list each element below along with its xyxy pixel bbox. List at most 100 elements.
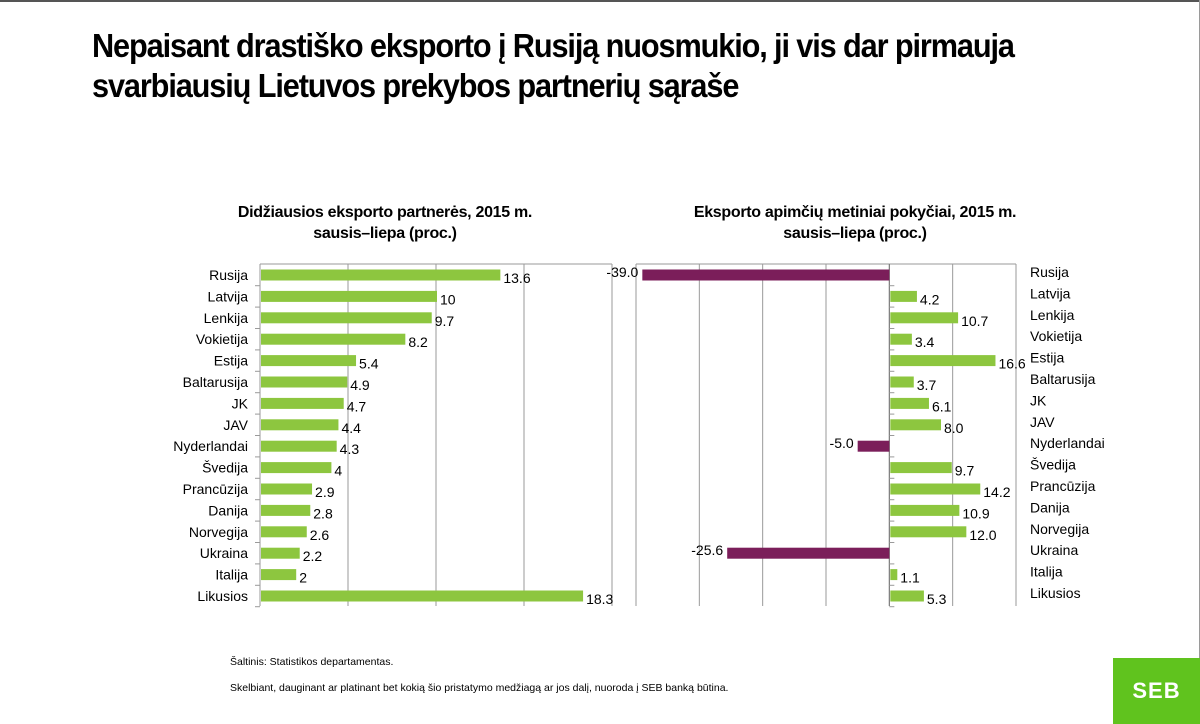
left-category-label: Vokietija [196,331,248,347]
right-category-label: Danija [1030,499,1070,515]
right-chart-title-line1: Eksporto apimčių metiniai pokyčiai, 2015… [693,204,1017,221]
right-bar-9 [857,440,890,452]
left-bar-12 [261,504,311,516]
right-bar-8 [890,419,941,431]
left-value-label: 2.6 [310,527,330,543]
right-category-label: Italija [1030,564,1063,580]
left-bar-10 [261,462,332,474]
right-value-label: 5.3 [927,591,947,607]
left-value-label: 2.9 [315,484,335,500]
left-chart-title-line1: Didžiausios eksporto partnerės, 2015 m. [237,204,533,221]
left-category-label: Baltarusija [183,374,249,390]
left-value-label: 4.4 [341,420,361,436]
left-value-label: 8.2 [408,334,428,350]
left-category-label: Ukraina [200,545,248,561]
left-chart-title-line2: sausis–liepa (proc.) [313,225,457,242]
left-category-label: JAV [223,417,248,433]
left-value-label: 4.7 [347,398,367,414]
right-bar-1 [642,269,890,281]
right-value-label: -39.0 [606,264,638,280]
right-category-label: Latvija [1030,285,1071,301]
left-value-label: 2.8 [313,505,333,521]
top-border [0,0,1200,2]
copyright-note: Skelbiant, dauginant ar platinant bet ko… [230,682,729,694]
right-bar-15 [890,569,898,581]
right-value-label: 10.9 [962,505,989,521]
right-value-label: 3.4 [915,334,935,350]
left-category-label: Likusios [197,588,248,604]
right-category-label: Nyderlandai [1030,435,1105,451]
left-value-label: 4.3 [340,441,360,457]
left-category-label: Italija [215,567,248,583]
left-bar-4 [261,333,406,345]
left-value-label: 10 [440,291,456,307]
page-title: Nepaisant drastiško eksporto į Rusiją nu… [92,27,1015,104]
right-bar-13 [890,526,967,538]
right-value-label: -5.0 [830,435,854,451]
right-bar-12 [890,504,960,516]
left-value-label: 9.7 [435,313,455,329]
right-value-label: 4.2 [920,291,940,307]
left-category-label: JK [232,395,249,411]
right-bar-2 [890,290,917,302]
left-value-label: 2.2 [303,548,323,564]
right-value-label: 8.0 [944,420,964,436]
source-note: Šaltinis: Statistikos departamentas. [230,656,394,668]
right-bar-5 [890,355,996,367]
right-chart-title-line2: sausis–liepa (proc.) [783,225,927,242]
left-chart-title: Didžiausios eksporto partnerės, 2015 m. … [200,202,570,244]
right-bar-4 [890,333,912,345]
right-value-label: 6.1 [932,398,952,414]
seb-logo: SEB [1113,658,1200,724]
left-bar-5 [261,355,357,367]
left-value-label: 13.6 [503,270,530,286]
right-category-label: JK [1030,392,1047,408]
right-category-label: JAV [1030,414,1055,430]
right-value-label: 10.7 [961,313,988,329]
left-value-label: 2 [299,570,307,586]
left-category-label: Prancūzija [183,481,249,497]
left-bar-13 [261,526,307,538]
left-value-label: 18.3 [586,591,613,607]
left-category-label: Norvegija [189,524,248,540]
left-bar-6 [261,376,348,388]
right-category-label: Rusija [1030,264,1069,280]
right-value-label: 14.2 [983,484,1010,500]
right-bar-3 [890,312,959,324]
right-category-label: Švedija [1030,457,1076,473]
right-bar-6 [890,376,914,388]
right-category-label: Ukraina [1030,542,1078,558]
right-value-label: 1.1 [900,570,920,586]
left-bar-15 [261,569,297,581]
right-category-label: Vokietija [1030,328,1082,344]
right-value-label: 9.7 [955,463,975,479]
left-bar-9 [261,440,337,452]
left-category-label: Estija [214,353,248,369]
left-bar-7 [261,397,344,409]
left-bar-2 [261,290,437,302]
left-bar-14 [261,547,300,559]
right-value-label: 12.0 [969,527,996,543]
right-bar-10 [890,462,952,474]
left-bar-3 [261,312,432,324]
right-bar-16 [890,590,924,602]
left-category-label: Lenkija [204,310,249,326]
right-category-label: Estija [1030,350,1064,366]
left-category-label: Danija [208,502,248,518]
left-value-label: 4 [334,463,342,479]
seb-logo-text: SEB [1132,678,1181,703]
right-bar-11 [890,483,981,495]
left-value-label: 4.9 [350,377,370,393]
left-bar-8 [261,419,339,431]
left-bar-11 [261,483,313,495]
right-value-label: 3.7 [917,377,937,393]
right-category-label: Lenkija [1030,307,1075,323]
left-bar-16 [261,590,584,602]
right-chart-title: Eksporto apimčių metiniai pokyčiai, 2015… [660,202,1050,244]
left-category-label: Švedija [202,460,248,476]
right-bar-7 [890,397,929,409]
right-value-label: -25.6 [691,542,723,558]
right-category-label: Likusios [1030,585,1081,601]
left-bar-1 [261,269,501,281]
